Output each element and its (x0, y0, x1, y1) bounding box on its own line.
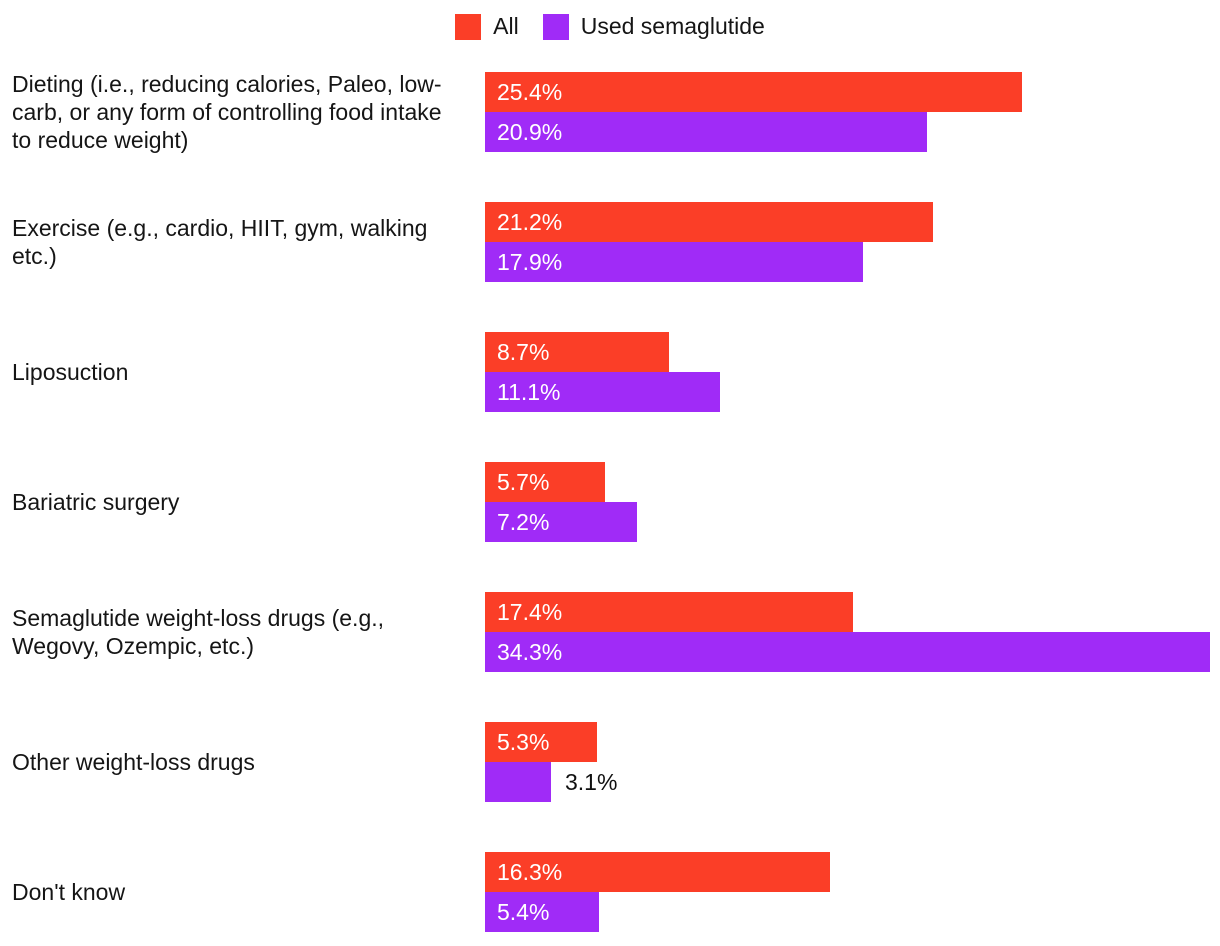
bar-line: 16.3% (485, 852, 1220, 892)
bar-used-semaglutide: 11.1% (485, 372, 720, 412)
category-label-text: Exercise (e.g., cardio, HIIT, gym, walki… (12, 215, 428, 269)
bar-line: 25.4% (485, 72, 1220, 112)
bar-line: 5.3% (485, 722, 1220, 762)
bar-value-label: 34.3% (497, 638, 563, 665)
bar-used-semaglutide: 17.9% (485, 242, 863, 282)
category-row: Don't know 16.3% 5.4% (0, 852, 1220, 932)
bar-all: 5.3% (485, 722, 597, 762)
legend-swatch-used-semaglutide (542, 13, 569, 40)
bar-line: 21.2% (485, 202, 1220, 242)
bar-line: 3.1% (485, 762, 1220, 802)
bar-value-label: 5.3% (497, 728, 550, 755)
bar-group: 21.2% 17.9% (485, 202, 1220, 282)
category-label: Dieting (i.e., reducing calories, Paleo,… (0, 71, 485, 153)
bar-all: 5.7% (485, 462, 605, 502)
bar-used-semaglutide: 7.2% (485, 502, 637, 542)
legend-label-used-semaglutide: Used semaglutide (580, 13, 765, 39)
bar-value-label: 8.7% (497, 338, 550, 365)
legend-swatch-all (455, 13, 482, 40)
category-row: Dieting (i.e., reducing calories, Paleo,… (0, 71, 1220, 153)
category-row: Exercise (e.g., cardio, HIIT, gym, walki… (0, 202, 1220, 282)
bar-all: 16.3% (485, 852, 830, 892)
bar-line: 7.2% (485, 502, 1220, 542)
category-label-text: Bariatric surgery (12, 489, 180, 515)
category-label: Other weight-loss drugs (0, 722, 485, 802)
bar-value-label: 17.4% (497, 598, 563, 625)
category-row: Liposuction 8.7% 11.1% (0, 332, 1220, 412)
bar-all: 21.2% (485, 202, 933, 242)
bar-value-label: 11.1% (497, 378, 561, 405)
category-row: Other weight-loss drugs 5.3% 3.1% (0, 722, 1220, 802)
bar-value-label: 25.4% (497, 78, 563, 105)
bar-used-semaglutide: 20.9% (485, 112, 927, 152)
bar-group: 8.7% 11.1% (485, 332, 1220, 412)
bar-value-label: 20.9% (497, 118, 563, 145)
category-row: Semaglutide weight-loss drugs (e.g., Weg… (0, 592, 1220, 672)
category-label: Semaglutide weight-loss drugs (e.g., Weg… (0, 592, 485, 672)
bar-group: 16.3% 5.4% (485, 852, 1220, 932)
bar-line: 5.4% (485, 892, 1220, 932)
bar-line: 20.9% (485, 112, 1220, 152)
bar-group: 5.7% 7.2% (485, 462, 1220, 542)
category-label-text: Don't know (12, 879, 126, 905)
category-label: Bariatric surgery (0, 462, 485, 542)
bar-value-label: 5.7% (497, 468, 550, 495)
chart-legend: All Used semaglutide (0, 0, 1220, 40)
bar-line: 17.4% (485, 592, 1220, 632)
legend-label-all: All (493, 13, 519, 39)
legend-item-all: All (455, 13, 519, 40)
category-label-text: Dieting (i.e., reducing calories, Paleo,… (12, 71, 442, 153)
bar-line: 17.9% (485, 242, 1220, 282)
bar-value-label: 17.9% (497, 248, 563, 275)
bar-line: 5.7% (485, 462, 1220, 502)
bar-line: 11.1% (485, 372, 1220, 412)
bar-all: 25.4% (485, 72, 1022, 112)
bar-value-label: 7.2% (497, 508, 550, 535)
bar-used-semaglutide: 5.4% (485, 892, 599, 932)
legend-item-used-semaglutide: Used semaglutide (542, 13, 765, 40)
bar-all: 17.4% (485, 592, 853, 632)
category-label-text: Liposuction (12, 359, 129, 385)
category-label: Exercise (e.g., cardio, HIIT, gym, walki… (0, 202, 485, 282)
bar-group: 17.4% 34.3% (485, 592, 1220, 672)
bar-value-label: 3.1% (565, 768, 618, 795)
bar-group: 25.4% 20.9% (485, 72, 1220, 152)
bar-value-label: 16.3% (497, 858, 563, 885)
category-row: Bariatric surgery 5.7% 7.2% (0, 462, 1220, 542)
category-label-text: Other weight-loss drugs (12, 749, 255, 775)
bar-value-label: 5.4% (497, 898, 550, 925)
category-label-text: Semaglutide weight-loss drugs (e.g., Weg… (12, 605, 385, 659)
bar-all: 8.7% (485, 332, 669, 372)
bar-value-label: 21.2% (497, 208, 563, 235)
category-label: Liposuction (0, 332, 485, 412)
bar-line: 8.7% (485, 332, 1220, 372)
bar-used-semaglutide: 34.3% (485, 632, 1210, 672)
bar-line: 34.3% (485, 632, 1220, 672)
category-label: Don't know (0, 852, 485, 932)
bar-chart: Dieting (i.e., reducing calories, Paleo,… (0, 71, 1220, 932)
bar-group: 5.3% 3.1% (485, 722, 1220, 802)
bar-used-semaglutide (485, 762, 551, 802)
